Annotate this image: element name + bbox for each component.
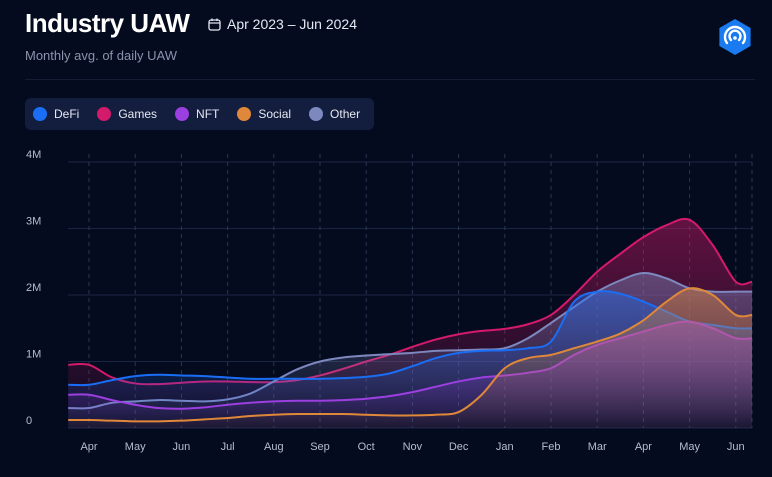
x-tick-label: Feb xyxy=(542,441,561,453)
legend-label: NFT xyxy=(196,107,220,121)
x-tick-label: Jun xyxy=(727,441,745,453)
y-tick-label: 4M xyxy=(26,149,41,161)
header-divider xyxy=(25,79,755,80)
legend-label: Games xyxy=(118,107,158,121)
legend-item-other[interactable]: Other xyxy=(309,107,360,121)
x-tick-label: Jun xyxy=(173,441,191,453)
legend-item-social[interactable]: Social xyxy=(237,107,291,121)
legend-dot xyxy=(175,107,190,121)
legend-dot xyxy=(309,107,324,121)
x-tick-label: Apr xyxy=(80,441,97,453)
chart-legend: DeFi Games NFT Social Other xyxy=(25,98,375,130)
legend-dot xyxy=(237,107,252,121)
y-tick-label: 0 xyxy=(26,415,32,427)
x-tick-label: Aug xyxy=(264,441,284,453)
date-range[interactable]: Apr 2023 – Jun 2024 xyxy=(208,16,357,32)
y-tick-label: 1M xyxy=(26,349,41,361)
line-social[interactable] xyxy=(68,287,753,423)
legend-dot xyxy=(97,107,112,121)
x-tick-label: Sep xyxy=(310,441,330,453)
x-tick-label: Jul xyxy=(221,441,235,453)
dappradar-logo-icon[interactable] xyxy=(716,18,754,56)
x-tick-label: Dec xyxy=(449,441,469,453)
legend-label: Other xyxy=(330,107,361,121)
x-tick-label: Mar xyxy=(588,441,607,453)
legend-label: Social xyxy=(258,107,292,121)
y-tick-label: 2M xyxy=(26,282,41,294)
x-tick-label: Nov xyxy=(403,441,423,453)
x-tick-label: Oct xyxy=(358,441,375,453)
legend-dot xyxy=(33,107,47,121)
page-title: Industry UAW xyxy=(25,8,190,38)
x-tick-label: Jan xyxy=(496,441,514,453)
x-tick-label: Apr xyxy=(635,441,652,453)
x-tick-label: May xyxy=(679,441,700,453)
date-range-label: Apr 2023 – Jun 2024 xyxy=(227,16,357,32)
area-social xyxy=(68,288,752,428)
legend-item-nft[interactable]: NFT xyxy=(175,107,219,121)
legend-label: DeFi xyxy=(54,107,80,121)
line-defi[interactable] xyxy=(68,290,753,387)
calendar-icon xyxy=(208,18,221,31)
legend-item-defi[interactable]: DeFi xyxy=(33,107,79,121)
x-tick-label: May xyxy=(125,441,146,453)
y-tick-label: 3M xyxy=(26,216,41,228)
legend-item-games[interactable]: Games xyxy=(97,107,157,121)
subtitle: Monthly avg. of daily UAW xyxy=(25,48,177,63)
